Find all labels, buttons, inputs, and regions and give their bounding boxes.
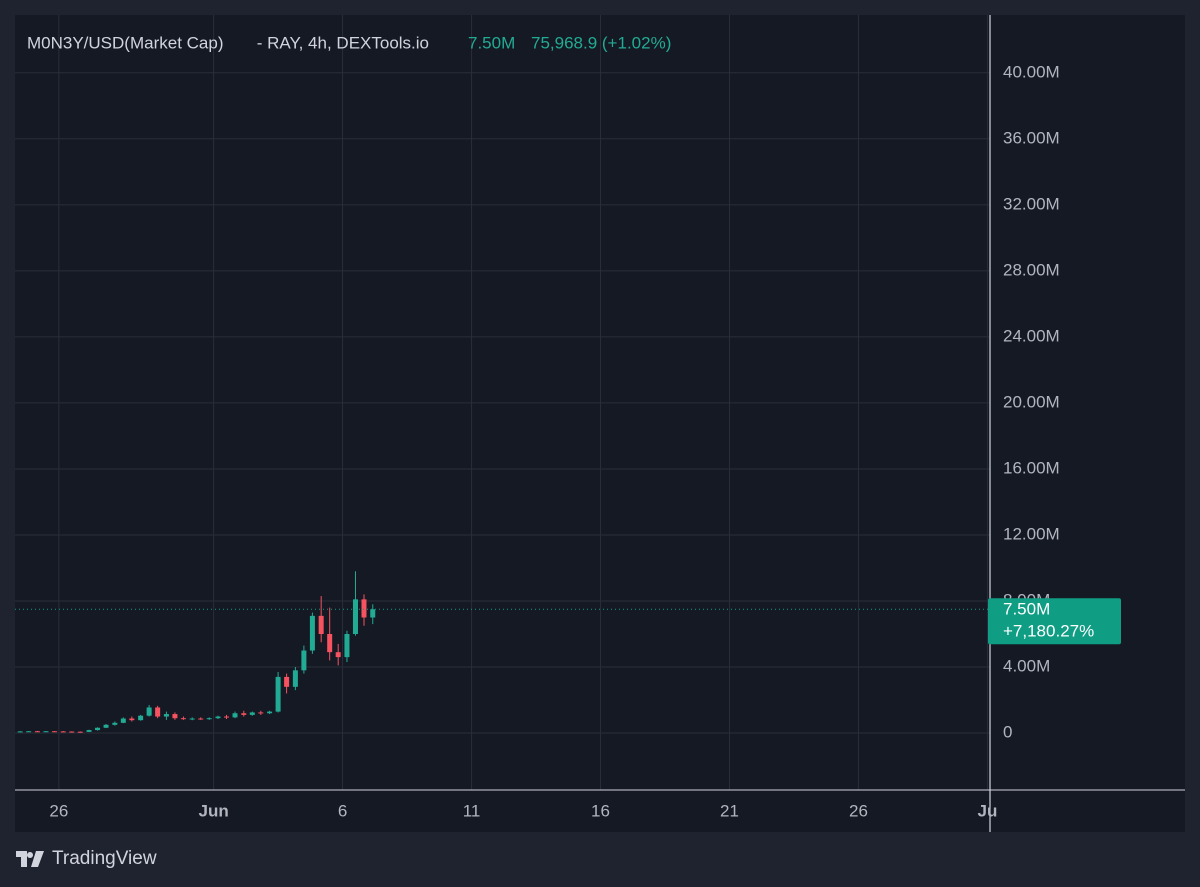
candle-body [34, 731, 40, 733]
header-value: 7.50M [468, 33, 515, 52]
candle-body [146, 707, 152, 716]
candle-body [77, 731, 83, 733]
candle-body [180, 718, 186, 720]
price-tag [988, 598, 1121, 645]
candle-body [60, 731, 66, 733]
y-tick-label: 40.00M [1003, 62, 1060, 81]
x-tick-label: Jun [198, 801, 228, 820]
x-tick-label: 11 [463, 801, 481, 820]
candle-body [301, 650, 307, 671]
x-tick-label: Ju [977, 801, 997, 820]
candles [15, 571, 990, 733]
candle-body [267, 711, 273, 714]
candle-body [155, 707, 161, 717]
candle-body [275, 676, 281, 712]
y-tick-label: 32.00M [1003, 194, 1060, 213]
brand-name: TradingView [52, 848, 157, 869]
axis-labels: 04.00M8.00M12.00M16.00M20.00M24.00M28.00… [49, 62, 1121, 820]
candle-body [86, 730, 92, 732]
x-tick-label: 21 [720, 801, 739, 820]
candle-body [112, 722, 118, 725]
candle-body [26, 731, 32, 733]
brand-icon [16, 851, 44, 867]
candle-body [361, 599, 367, 618]
candle-body [241, 713, 247, 715]
candle-body [344, 634, 350, 658]
candle-body [120, 718, 126, 723]
candle-body [215, 716, 221, 719]
candle-body [309, 615, 315, 651]
y-tick-label: 28.00M [1003, 260, 1060, 279]
candle-body [224, 716, 230, 718]
candle-body [17, 731, 23, 733]
x-tick-label: 26 [849, 801, 868, 820]
candle-body [318, 615, 324, 635]
price-tag-change: +7,180.27% [1003, 622, 1094, 641]
chart-title: M0N3Y/USD(Market Cap) [27, 33, 224, 52]
candle-body [352, 599, 358, 635]
candle-body [335, 652, 341, 658]
header-change: 75,968.9 (+1.02%) [531, 33, 671, 52]
price-tag-value: 7.50M [1003, 600, 1050, 619]
candle-body [51, 731, 57, 733]
candle-body [163, 714, 169, 717]
candle-body [129, 718, 135, 721]
candle-body [370, 609, 376, 618]
candle-body [172, 714, 178, 719]
candle-body [258, 712, 264, 714]
candle-body [249, 712, 255, 715]
candle-body [95, 727, 101, 731]
candle-body [327, 634, 333, 653]
chart-subtitle: - RAY, 4h, DEXTools.io [252, 33, 429, 52]
candle-body [206, 718, 212, 720]
y-tick-label: 36.00M [1003, 128, 1060, 147]
candle-body [292, 670, 298, 687]
x-tick-label: 16 [591, 801, 610, 820]
candle-body [138, 715, 144, 721]
y-tick-label: 0 [1003, 723, 1012, 742]
y-tick-label: 12.00M [1003, 524, 1060, 543]
candle-body [103, 724, 109, 728]
candle-body [232, 713, 238, 718]
candle-body [43, 731, 49, 733]
candle-body [69, 731, 75, 733]
candle-body [284, 676, 290, 687]
candle-body [198, 718, 204, 720]
brand-logo: TradingView [16, 848, 157, 869]
y-tick-label: 4.00M [1003, 657, 1050, 676]
grid [15, 15, 990, 790]
y-tick-label: 16.00M [1003, 458, 1060, 477]
y-tick-label: 20.00M [1003, 392, 1060, 411]
x-tick-label: 26 [49, 801, 68, 820]
y-tick-label: 24.00M [1003, 326, 1060, 345]
candle-body [189, 718, 195, 720]
x-tick-label: 6 [338, 801, 347, 820]
